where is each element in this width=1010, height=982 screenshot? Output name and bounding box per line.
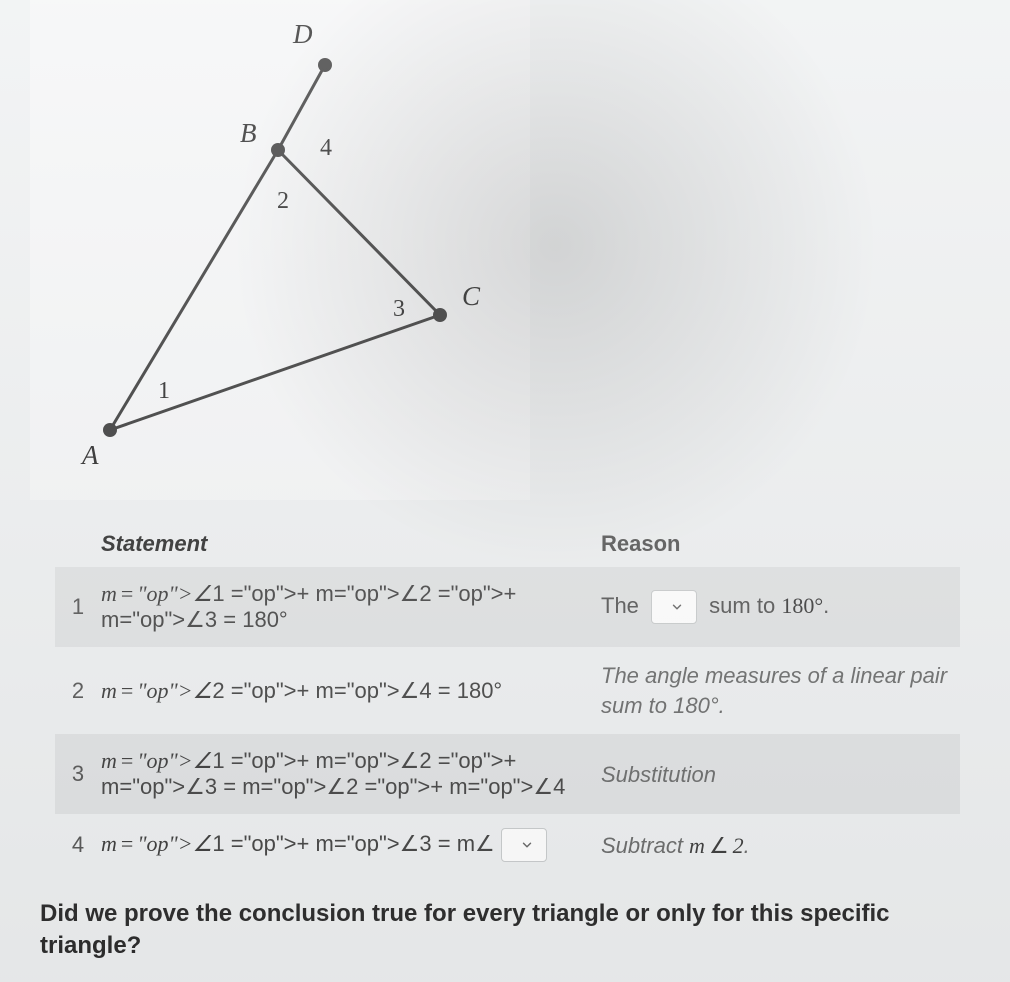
chevron-down-icon (520, 838, 534, 852)
chevron-down-icon (670, 600, 684, 614)
row-statement: m="op">∠2 ="op">+ m="op">∠4 = 180° (101, 678, 601, 704)
row-number: 4 (55, 832, 101, 858)
proof-table-header: Statement Reason (55, 525, 960, 567)
point-label-B: B (240, 118, 257, 148)
point-label-A: A (80, 440, 99, 470)
proof-row-1: 1m="op">∠1 ="op">+ m="op">∠2 ="op">+ m="… (55, 567, 960, 647)
follow-up-question: Did we prove the conclusion true for eve… (40, 898, 970, 963)
angle-label-1: 1 (158, 378, 170, 404)
statement-angle-dropdown[interactable] (501, 828, 547, 862)
row-statement: m="op">∠1 ="op">+ m="op">∠2 ="op">+ m="o… (101, 581, 601, 633)
point-label-C: C (462, 281, 481, 311)
row-statement: m="op">∠1 ="op">+ m="op">∠2 ="op">+ m="o… (101, 748, 601, 800)
proof-table: Statement Reason 1m="op">∠1 ="op">+ m="o… (55, 525, 960, 876)
row-reason: The angle measures of a linear pair sum … (601, 661, 956, 720)
row-reason: Substitution (601, 760, 956, 790)
header-reason: Reason (601, 531, 956, 557)
angle-label-2: 2 (277, 188, 289, 214)
triangle-diagram: A B C D 1 2 3 4 (30, 0, 530, 500)
row-number: 3 (55, 761, 101, 787)
proof-row-2: 2m="op">∠2 ="op">+ m="op">∠4 = 180°The a… (55, 647, 960, 734)
proof-row-4: 4m="op">∠1 ="op">+ m="op">∠3 = m∠Subtrac… (55, 814, 960, 876)
diagram-bg (30, 0, 530, 500)
row-number: 2 (55, 678, 101, 704)
point-C (433, 308, 447, 322)
point-label-D: D (292, 19, 313, 49)
reason-dropdown[interactable] (651, 590, 697, 624)
row-reason: The sum to 180°. (601, 590, 956, 624)
point-B (271, 143, 285, 157)
row-number: 1 (55, 594, 101, 620)
angle-label-3: 3 (393, 296, 405, 322)
row-statement: m="op">∠1 ="op">+ m="op">∠3 = m∠ (101, 828, 601, 862)
point-A (103, 423, 117, 437)
angle-label-4: 4 (320, 135, 332, 161)
proof-row-3: 3m="op">∠1 ="op">+ m="op">∠2 ="op">+ m="… (55, 734, 960, 814)
header-statement: Statement (101, 531, 601, 557)
diagram-svg: A B C D 1 2 3 4 (30, 0, 530, 500)
row-reason: Subtract m∠2. (601, 831, 956, 861)
point-D (318, 58, 332, 72)
